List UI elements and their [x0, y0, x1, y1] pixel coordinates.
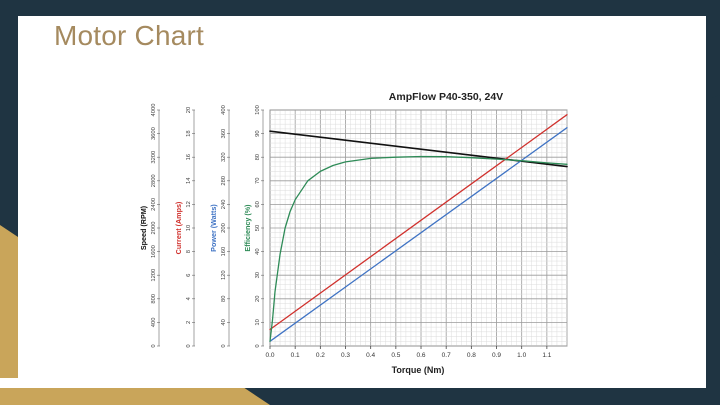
y-tick-label-power: 320: [221, 152, 227, 162]
y-tick-label-speed: 400: [151, 318, 157, 328]
x-tick-label: 0.5: [391, 352, 400, 359]
y-tick-label-power: 80: [221, 296, 227, 302]
y-tick-label-current: 20: [186, 107, 192, 113]
y-axis-title-efficiency: Efficiency (%): [243, 204, 252, 252]
y-axis-title-current: Current (Amps): [174, 201, 183, 254]
y-tick-label-current: 8: [186, 250, 192, 253]
y-tick-label-efficiency: 10: [255, 319, 261, 325]
y-tick-label-power: 360: [221, 129, 227, 139]
x-axis-label: Torque (Nm): [392, 365, 445, 375]
y-tick-label-current: 16: [186, 154, 192, 160]
y-tick-label-power: 120: [221, 270, 227, 280]
y-tick-label-power: 160: [221, 247, 227, 257]
y-tick-label-power: 0: [221, 344, 227, 347]
chart-title: AmpFlow P40-350, 24V: [389, 91, 503, 103]
y-tick-label-speed: 1600: [151, 245, 157, 258]
x-tick-label: 0.4: [366, 352, 375, 359]
y-tick-label-efficiency: 50: [255, 225, 261, 231]
x-tick-label: 0.6: [416, 352, 425, 359]
y-tick-label-current: 6: [186, 274, 192, 277]
chart-x-axis: 0.0 0.1 0.2 0.3 0.4 0.5 0.6 0.7 0.8 0.9 1.0 1.1: [265, 346, 552, 359]
y-tick-label-current: 10: [186, 225, 192, 231]
y-tick-label-efficiency: 80: [255, 154, 261, 160]
y-tick-label-current: 4: [186, 296, 192, 300]
y-tick-label-power: 240: [221, 200, 227, 210]
y-tick-label-current: 18: [186, 130, 192, 136]
x-tick-label: 0.3: [341, 352, 350, 359]
slide-bottom-fill: [0, 378, 150, 388]
y-tick-label-power: 280: [221, 176, 227, 186]
y-tick-label-current: 2: [186, 321, 192, 324]
y-tick-label-speed: 2800: [151, 174, 157, 187]
x-tick-label: 0.1: [291, 352, 300, 359]
slide-title: Motor Chart: [54, 20, 205, 51]
y-tick-label-efficiency: 100: [255, 105, 261, 115]
y-tick-label-power: 200: [221, 223, 227, 233]
series-line-current: [269, 114, 568, 331]
y-axis-title-speed: Speed (RPM): [139, 205, 148, 250]
y-tick-label-efficiency: 60: [255, 201, 261, 207]
y-tick-label-power: 40: [221, 319, 227, 325]
y-tick-label-efficiency: 30: [255, 272, 261, 278]
x-tick-label: 0.8: [467, 352, 476, 359]
chart-series: [269, 114, 568, 342]
x-tick-label: 0.2: [316, 352, 325, 359]
y-axis-title-power: Power (Watts): [209, 204, 218, 252]
y-tick-label-efficiency: 40: [255, 248, 261, 254]
chart-grid: [269, 109, 568, 347]
x-tick-label: 1.1: [542, 352, 551, 359]
y-tick-label-current: 12: [186, 201, 192, 207]
y-tick-label-current: 14: [186, 177, 192, 184]
y-tick-label-speed: 4000: [151, 104, 157, 117]
y-tick-label-efficiency: 20: [255, 296, 261, 302]
y-tick-label-power: 400: [221, 105, 227, 115]
chart-y-axes: 040080012001600200024002800320036004000S…: [139, 104, 264, 348]
y-tick-label-speed: 2000: [151, 222, 157, 235]
y-tick-label-speed: 1200: [151, 269, 157, 282]
y-tick-label-efficiency: 70: [255, 178, 261, 184]
y-tick-label-speed: 800: [151, 294, 157, 304]
x-tick-label: 0.7: [442, 352, 451, 359]
y-tick-label-efficiency: 0: [255, 344, 261, 347]
y-tick-label-speed: 3600: [151, 127, 157, 140]
series-line-power: [269, 127, 568, 342]
y-tick-label-speed: 3200: [151, 151, 157, 164]
x-tick-label: 1.0: [517, 352, 526, 359]
y-tick-label-speed: 0: [151, 344, 157, 347]
series-line-efficiency: [269, 155, 568, 342]
y-tick-label-speed: 2400: [151, 198, 157, 211]
y-tick-label-current: 0: [186, 344, 192, 347]
x-tick-label: 0.9: [492, 352, 501, 359]
y-tick-label-efficiency: 90: [255, 130, 261, 136]
x-tick-label: 0.0: [265, 352, 274, 359]
